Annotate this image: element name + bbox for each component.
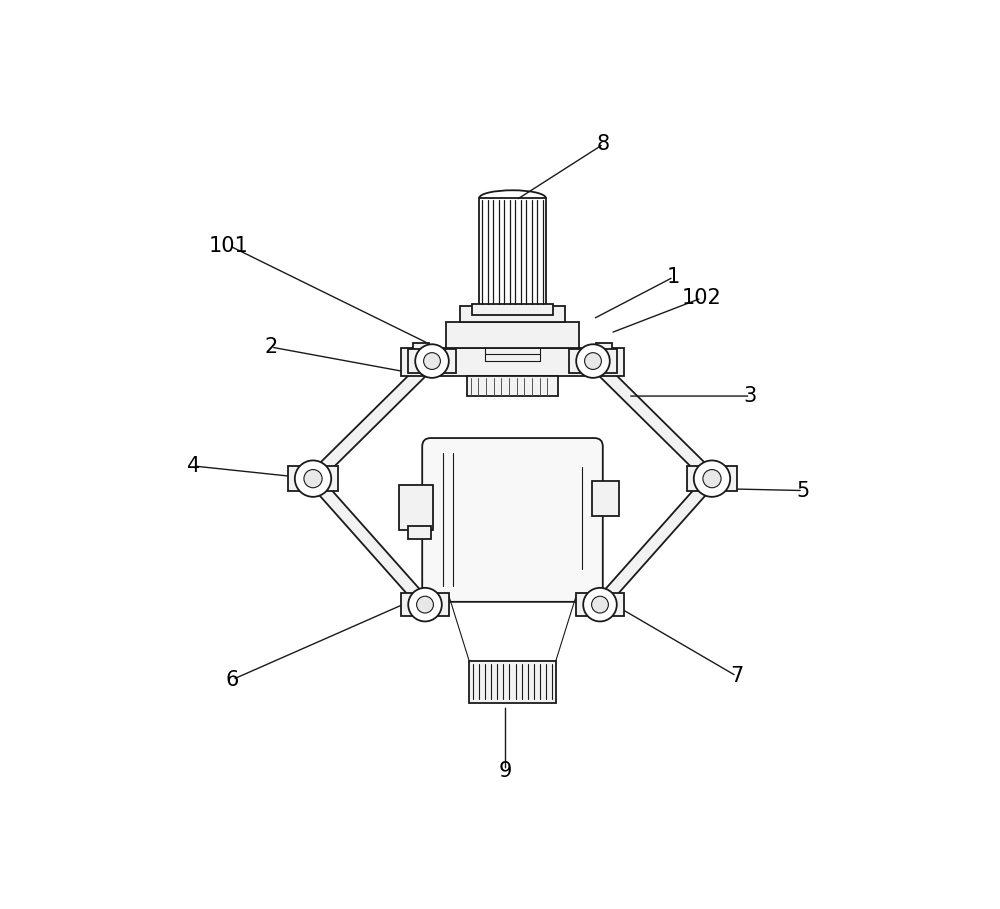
Bar [309, 356, 436, 483]
Bar [469, 661, 556, 703]
Bar [592, 482, 619, 516]
Bar [569, 349, 617, 373]
Text: 4: 4 [187, 456, 201, 476]
FancyBboxPatch shape [422, 438, 603, 602]
Circle shape [304, 470, 322, 488]
Bar [596, 343, 612, 363]
Circle shape [585, 353, 601, 369]
Circle shape [295, 461, 331, 497]
Text: 8: 8 [597, 134, 610, 155]
Circle shape [592, 596, 608, 613]
Circle shape [417, 596, 433, 613]
Bar [472, 305, 553, 315]
Bar [308, 474, 430, 609]
Text: 102: 102 [682, 288, 721, 308]
Circle shape [583, 588, 617, 622]
Bar [467, 376, 558, 396]
Text: 3: 3 [744, 386, 757, 406]
Bar [399, 484, 433, 531]
Circle shape [424, 353, 440, 369]
Text: 7: 7 [730, 666, 743, 686]
Circle shape [576, 345, 610, 378]
Bar [687, 466, 737, 492]
Bar [595, 474, 717, 609]
Bar [576, 593, 624, 616]
Text: 2: 2 [264, 337, 278, 357]
Bar [446, 322, 579, 348]
Circle shape [694, 461, 730, 497]
Text: 101: 101 [209, 235, 249, 255]
Bar [479, 198, 546, 306]
Bar [589, 356, 716, 483]
Circle shape [415, 345, 449, 378]
Bar [413, 343, 429, 363]
Circle shape [408, 588, 442, 622]
Text: 6: 6 [226, 670, 239, 690]
Bar [401, 593, 449, 616]
Bar [401, 348, 624, 376]
Bar [460, 306, 565, 322]
Bar [408, 526, 431, 539]
Circle shape [703, 470, 721, 488]
Bar [288, 466, 338, 492]
Text: 1: 1 [667, 267, 680, 287]
Bar [408, 349, 456, 373]
Text: 5: 5 [796, 481, 810, 501]
Text: 9: 9 [499, 761, 512, 781]
